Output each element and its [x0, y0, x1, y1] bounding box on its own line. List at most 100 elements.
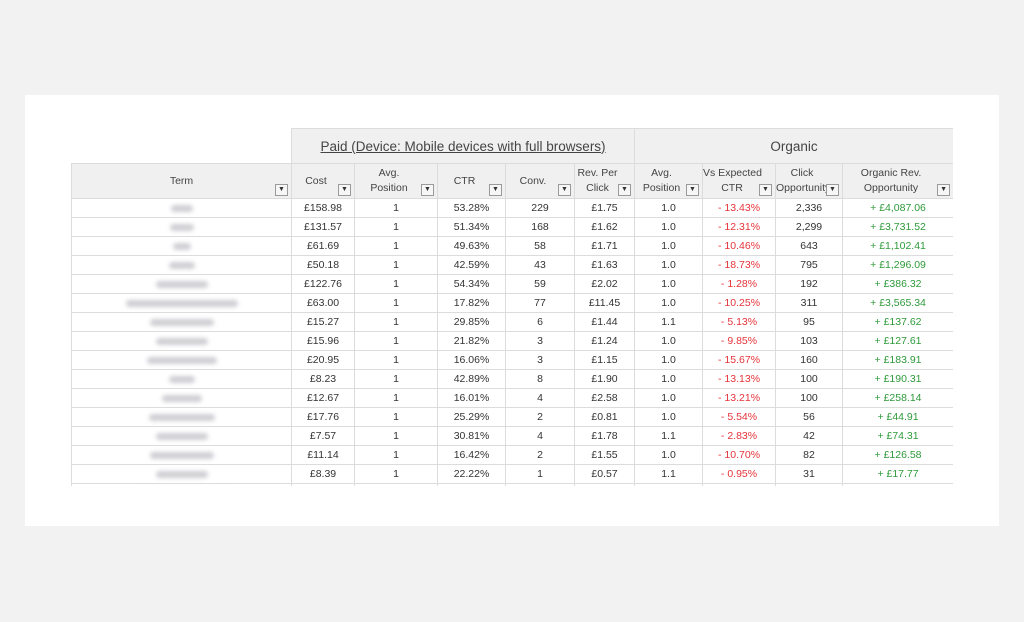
cell-rev-per-click[interactable]: £0.57: [573, 464, 636, 484]
cell-click-opportunity[interactable]: 41: [775, 483, 844, 486]
cell-vs-expected-ctr[interactable]: - 0.95%: [702, 464, 777, 484]
cell-avg-position[interactable]: 1: [354, 331, 438, 351]
cell-conv[interactable]: 4: [505, 426, 575, 446]
cell-rev-per-click[interactable]: £1.78: [573, 426, 636, 446]
cell-organic-rev-opportunity[interactable]: + £3,565.34: [842, 293, 953, 313]
cell-click-opportunity[interactable]: 100: [775, 369, 844, 389]
cell-vs-expected-ctr[interactable]: - 15.67%: [702, 350, 777, 370]
cell-organic-rev-opportunity[interactable]: + £74.31: [842, 426, 953, 446]
cell-term-redacted[interactable]: [71, 369, 292, 389]
cell-click-opportunity[interactable]: 192: [775, 274, 844, 294]
cell-conv[interactable]: 2: [505, 445, 575, 465]
cell-vs-expected-ctr[interactable]: - 10.25%: [702, 293, 777, 313]
cell-avg-position[interactable]: 1: [354, 293, 438, 313]
cell-rev-per-click[interactable]: £1.90: [573, 369, 636, 389]
cell-organic-rev-opportunity[interactable]: + £386.32: [842, 274, 953, 294]
cell-organic-avg-position[interactable]: 1.0: [634, 217, 704, 237]
cell-vs-expected-ctr[interactable]: - 12.31%: [702, 217, 777, 237]
cell-vs-expected-ctr[interactable]: - 13.13%: [702, 369, 777, 389]
cell-organic-rev-opportunity[interactable]: + £4,087.06: [842, 198, 953, 218]
cell-cost[interactable]: £131.57: [291, 217, 355, 237]
cell-term-redacted[interactable]: [71, 464, 292, 484]
cell-avg-position[interactable]: 1: [354, 350, 438, 370]
cell-rev-per-click[interactable]: £1.88: [573, 483, 636, 486]
cell-term-redacted[interactable]: [71, 407, 292, 427]
cell-term-redacted[interactable]: [71, 426, 292, 446]
cell-cost[interactable]: £15.96: [291, 331, 355, 351]
cell-click-opportunity[interactable]: 103: [775, 331, 844, 351]
cell-vs-expected-ctr[interactable]: - 13.21%: [702, 388, 777, 408]
cell-vs-expected-ctr[interactable]: - 1.28%: [702, 274, 777, 294]
dropdown-arrow-icon[interactable]: ▼: [421, 184, 434, 196]
cell-cost[interactable]: £122.76: [291, 274, 355, 294]
cell-rev-per-click[interactable]: £1.15: [573, 350, 636, 370]
cell-avg-position[interactable]: 1: [354, 217, 438, 237]
cell-organic-avg-position[interactable]: 1.0: [634, 407, 704, 427]
cell-rev-per-click[interactable]: £2.02: [573, 274, 636, 294]
cell-vs-expected-ctr[interactable]: - 5.54%: [702, 407, 777, 427]
cell-avg-position[interactable]: 1: [354, 198, 438, 218]
cell-avg-position[interactable]: 1: [354, 388, 438, 408]
cell-conv[interactable]: 3: [505, 350, 575, 370]
dropdown-arrow-icon[interactable]: ▼: [558, 184, 571, 196]
cell-conv[interactable]: 1: [505, 464, 575, 484]
cell-cost[interactable]: £15.27: [291, 312, 355, 332]
cell-click-opportunity[interactable]: 42: [775, 426, 844, 446]
cell-rev-per-click[interactable]: £2.58: [573, 388, 636, 408]
cell-term-redacted[interactable]: [71, 293, 292, 313]
cell-vs-expected-ctr[interactable]: - 13.43%: [702, 198, 777, 218]
cell-cost[interactable]: £50.18: [291, 255, 355, 275]
cell-cost[interactable]: £8.23: [291, 369, 355, 389]
cell-vs-expected-ctr[interactable]: - 9.85%: [702, 331, 777, 351]
cell-conv[interactable]: 168: [505, 217, 575, 237]
cell-avg-position[interactable]: 1: [354, 312, 438, 332]
cell-organic-rev-opportunity[interactable]: + £3,731.52: [842, 217, 953, 237]
cell-conv[interactable]: 4: [505, 388, 575, 408]
cell-click-opportunity[interactable]: 2,336: [775, 198, 844, 218]
cell-rev-per-click[interactable]: £1.24: [573, 331, 636, 351]
cell-term-redacted[interactable]: [71, 331, 292, 351]
cell-ctr[interactable]: 42.59%: [437, 255, 506, 275]
cell-organic-rev-opportunity[interactable]: + £190.31: [842, 369, 953, 389]
cell-conv[interactable]: 229: [505, 198, 575, 218]
cell-ctr[interactable]: 29.85%: [437, 312, 506, 332]
cell-cost[interactable]: £17.76: [291, 407, 355, 427]
cell-vs-expected-ctr[interactable]: - 5.13%: [702, 312, 777, 332]
cell-organic-rev-opportunity[interactable]: + £137.62: [842, 312, 953, 332]
cell-conv[interactable]: 8: [505, 369, 575, 389]
cell-organic-avg-position[interactable]: 1.0: [634, 198, 704, 218]
cell-rev-per-click[interactable]: £1.44: [573, 312, 636, 332]
cell-rev-per-click[interactable]: £1.55: [573, 445, 636, 465]
cell-vs-expected-ctr[interactable]: - 18.73%: [702, 255, 777, 275]
cell-ctr[interactable]: 53.28%: [437, 198, 506, 218]
cell-avg-position[interactable]: 1: [354, 445, 438, 465]
filter-active-icon[interactable]: ▼: [937, 184, 951, 196]
cell-organic-avg-position[interactable]: 1.0: [634, 369, 704, 389]
cell-avg-position[interactable]: 1: [354, 236, 438, 256]
cell-organic-avg-position[interactable]: 1.0: [634, 388, 704, 408]
cell-ctr[interactable]: 51.34%: [437, 217, 506, 237]
cell-avg-position[interactable]: 1: [354, 274, 438, 294]
cell-click-opportunity[interactable]: 82: [775, 445, 844, 465]
cell-term-redacted[interactable]: [71, 350, 292, 370]
cell-organic-rev-opportunity[interactable]: + £77.71: [842, 483, 953, 486]
cell-organic-rev-opportunity[interactable]: + £127.61: [842, 331, 953, 351]
cell-conv[interactable]: 59: [505, 274, 575, 294]
cell-organic-avg-position[interactable]: 1.0: [634, 445, 704, 465]
cell-ctr[interactable]: 22.22%: [437, 464, 506, 484]
dropdown-arrow-icon[interactable]: ▼: [489, 184, 502, 196]
cell-click-opportunity[interactable]: 643: [775, 236, 844, 256]
cell-click-opportunity[interactable]: 795: [775, 255, 844, 275]
cell-organic-avg-position[interactable]: 1.0: [634, 255, 704, 275]
filter-active-icon[interactable]: ▼: [759, 184, 773, 196]
cell-ctr[interactable]: 42.89%: [437, 369, 506, 389]
cell-organic-rev-opportunity[interactable]: + £44.91: [842, 407, 953, 427]
filter-active-icon[interactable]: ▼: [686, 184, 700, 196]
cell-cost[interactable]: £12.67: [291, 388, 355, 408]
cell-click-opportunity[interactable]: 100: [775, 388, 844, 408]
cell-avg-position[interactable]: 1: [354, 426, 438, 446]
cell-organic-avg-position[interactable]: 1.1: [634, 464, 704, 484]
cell-ctr[interactable]: 54.34%: [437, 274, 506, 294]
cell-click-opportunity[interactable]: 2,299: [775, 217, 844, 237]
cell-organic-avg-position[interactable]: 1.0: [634, 293, 704, 313]
